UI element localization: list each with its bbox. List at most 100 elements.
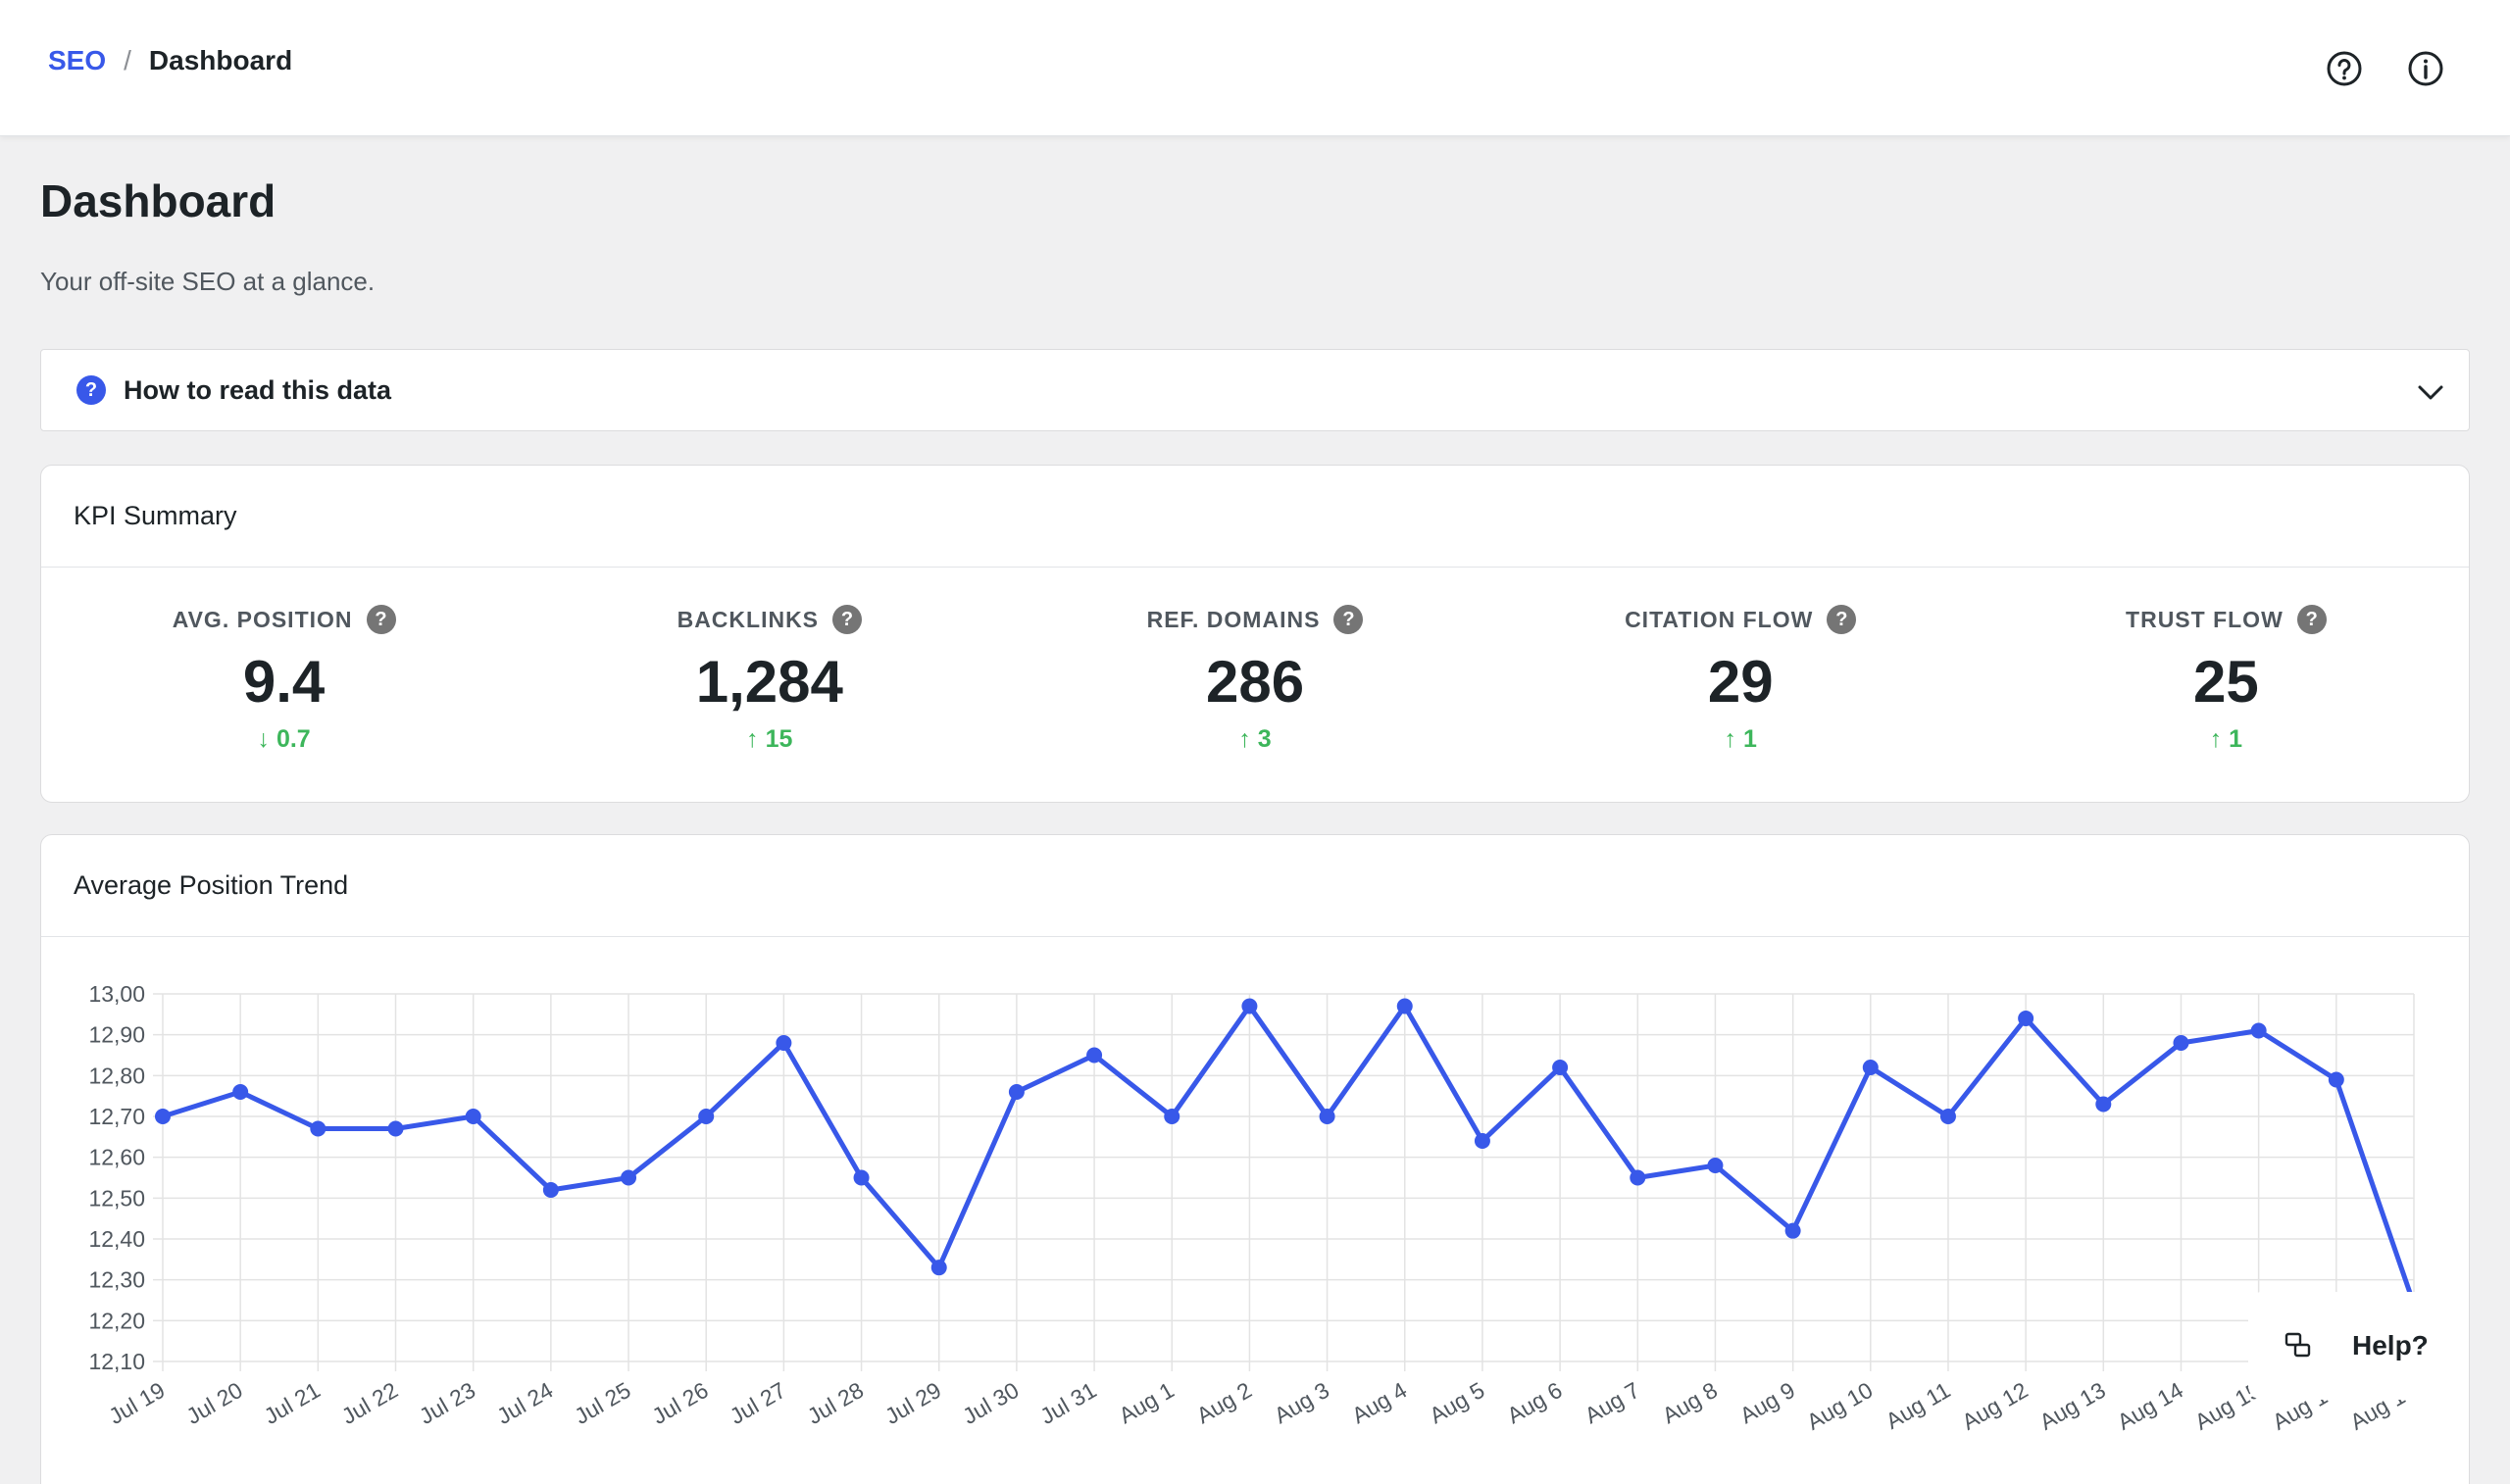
info-circle-icon[interactable]	[2406, 49, 2445, 88]
question-icon[interactable]: ?	[832, 605, 863, 634]
series-line	[160, 1004, 2417, 1308]
breadcrumb-seo-link[interactable]: SEO	[48, 45, 107, 75]
question-icon[interactable]: ?	[1333, 605, 1364, 634]
x-tick-label: Jul 27	[726, 1377, 790, 1429]
x-tick-label: Jul 22	[337, 1377, 402, 1429]
question-icon: ?	[76, 375, 106, 405]
x-tick-label: Aug 13	[2035, 1377, 2110, 1435]
y-tick-label: 12,70	[88, 1104, 145, 1129]
kpi-delta: ↓ 0.7	[257, 725, 311, 753]
question-icon[interactable]: ?	[2296, 605, 2327, 634]
x-tick-label: Aug 7	[1581, 1377, 1644, 1429]
data-point	[232, 1084, 249, 1100]
chat-icon	[2284, 1332, 2311, 1358]
x-tick-label: Aug 1	[1115, 1377, 1179, 1429]
kpi-value: 1,284	[695, 649, 843, 715]
y-tick-label: 13,00	[88, 981, 145, 1007]
y-tick-label: 12,80	[88, 1063, 145, 1088]
data-point	[1784, 1222, 1801, 1239]
kpi-delta: ↑ 1	[1724, 725, 1757, 753]
x-tick-label: Jul 29	[880, 1377, 945, 1429]
kpi-delta: ↑ 1	[2209, 725, 2243, 753]
data-point	[776, 1035, 792, 1051]
chevron-down-icon[interactable]	[2414, 375, 2447, 409]
data-point	[1086, 1047, 1103, 1064]
data-point	[1939, 1109, 1956, 1124]
y-tick-label: 12,60	[88, 1145, 145, 1170]
breadcrumb: SEO / Dashboard	[48, 45, 292, 76]
x-tick-label: Jul 30	[958, 1377, 1023, 1429]
y-tick-label: 12,90	[88, 1022, 145, 1048]
kpi-trust-flow: TRUST FLOW? 25 ↑ 1	[1983, 568, 2469, 803]
kpi-label: AVG. POSITION	[172, 606, 353, 632]
data-point	[1396, 998, 1413, 1014]
x-tick-label: Jul 20	[182, 1377, 247, 1429]
kpi-delta: ↑ 15	[746, 725, 793, 753]
x-tick-label: Aug 9	[1735, 1377, 1799, 1429]
y-tick-label: 12,40	[88, 1226, 145, 1252]
x-tick-label: Jul 28	[803, 1377, 868, 1429]
y-tick-label: 12,10	[88, 1349, 145, 1374]
data-point	[1319, 1109, 1335, 1124]
data-point	[1008, 1084, 1025, 1100]
kpi-label: CITATION FLOW	[1625, 606, 1814, 632]
kpi-backlinks: BACKLINKS? 1,284 ↑ 15	[527, 568, 1012, 803]
help-widget-button[interactable]: Help?	[2248, 1292, 2464, 1400]
how-to-read-accordion[interactable]: ? How to read this data	[40, 349, 2470, 431]
x-tick-label: Jul 21	[260, 1377, 325, 1429]
x-tick-label: Aug 8	[1658, 1377, 1722, 1429]
x-tick-label: Jul 19	[104, 1377, 169, 1429]
kpi-value: 25	[2193, 649, 2259, 715]
breadcrumb-current: Dashboard	[148, 45, 293, 75]
x-tick-label: Aug 11	[1882, 1377, 1955, 1434]
data-point	[2250, 1022, 2267, 1039]
kpi-label: REF. DOMAINS	[1146, 606, 1321, 632]
data-point	[310, 1120, 326, 1137]
kpi-label: TRUST FLOW	[2126, 606, 2284, 632]
data-point	[1707, 1158, 1724, 1173]
x-tick-label: Aug 14	[2113, 1377, 2187, 1435]
x-tick-label: Aug 6	[1503, 1377, 1567, 1429]
how-to-read-label: How to read this data	[124, 374, 392, 405]
x-tick-label: Jul 31	[1035, 1377, 1100, 1429]
position-trend-chart: 13,00 12,90 12,80 12,70 12,60 12,50 12,40 12,30…	[88, 981, 2422, 1435]
question-icon[interactable]: ?	[366, 605, 396, 634]
data-point	[465, 1109, 481, 1124]
data-point	[1241, 998, 1258, 1014]
chart-title: Average Position Trend	[41, 835, 2469, 937]
x-tick-label: Aug 4	[1347, 1377, 1411, 1429]
average-position-card: Average Position Trend 13,00 12,90 12,80 12…	[40, 834, 2470, 1484]
data-point	[1552, 1060, 1569, 1075]
page-subtitle: Your off-site SEO at a glance.	[40, 267, 376, 296]
question-icon[interactable]: ?	[1827, 605, 1857, 634]
help-circle-icon[interactable]	[2325, 49, 2364, 88]
x-tick-label: Jul 25	[570, 1377, 634, 1429]
data-point	[1474, 1133, 1490, 1149]
x-tick-label: Aug 5	[1425, 1377, 1488, 1429]
y-tick-label: 12,50	[88, 1185, 145, 1211]
x-tick-label: Jul 26	[648, 1377, 713, 1429]
data-point	[2018, 1011, 2034, 1026]
kpi-value: 29	[1707, 649, 1774, 715]
kpi-ref-domains: REF. DOMAINS? 286 ↑ 3	[1012, 568, 1497, 803]
data-point	[930, 1260, 947, 1276]
kpi-value: 286	[1205, 649, 1305, 715]
data-point	[2095, 1096, 2112, 1113]
data-point	[387, 1120, 404, 1137]
data-point	[2328, 1071, 2344, 1088]
data-point	[698, 1109, 715, 1124]
data-point	[1862, 1060, 1879, 1075]
data-point	[1164, 1109, 1180, 1124]
data-point	[621, 1169, 637, 1186]
kpi-summary-title: KPI Summary	[41, 466, 2469, 568]
kpi-value: 9.4	[242, 649, 326, 715]
y-tick-label: 12,20	[88, 1308, 145, 1333]
x-tick-label: Aug 3	[1270, 1377, 1333, 1429]
data-point	[155, 1109, 171, 1124]
top-bar: SEO / Dashboard	[0, 0, 2510, 136]
x-tick-label: Aug 12	[1957, 1377, 2032, 1435]
kpi-summary-card: KPI Summary AVG. POSITION? 9.4 ↓ 0.7 BAC…	[40, 465, 2470, 803]
x-tick-label: Aug 2	[1192, 1377, 1256, 1429]
page-title: Dashboard	[40, 175, 276, 226]
kpi-row: AVG. POSITION? 9.4 ↓ 0.7 BACKLINKS? 1,28…	[41, 568, 2469, 803]
